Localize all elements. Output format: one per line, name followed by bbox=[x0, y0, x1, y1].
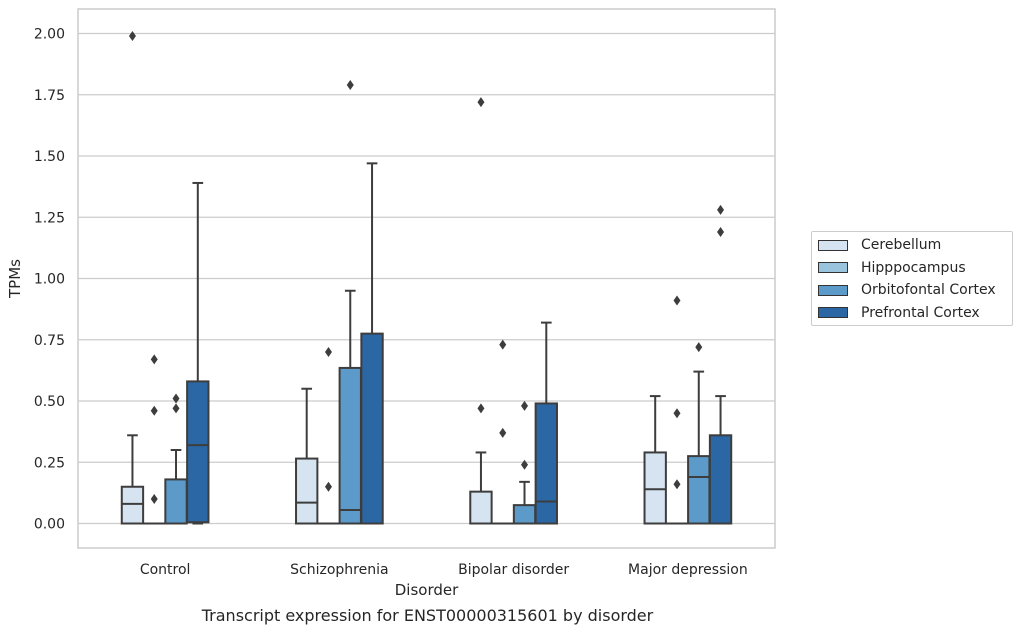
box-iqr bbox=[186, 380, 210, 524]
legend: Cerebellum Hipppocampus Orbitofontal Corte… bbox=[811, 231, 1013, 326]
box-cerebellum-2 bbox=[469, 97, 493, 525]
x-tick-label: Schizophrenia bbox=[290, 562, 388, 578]
box-iqr bbox=[338, 366, 362, 525]
box-iqr bbox=[643, 451, 667, 525]
y-tick-label: 1.25 bbox=[34, 210, 65, 226]
box-cerebellum-3 bbox=[643, 395, 667, 525]
y-tick-label: 0.50 bbox=[34, 394, 65, 410]
box-iqr bbox=[164, 478, 188, 525]
y-tick-label: 0.75 bbox=[34, 333, 65, 349]
box-iqr bbox=[708, 434, 733, 525]
outlier-point bbox=[346, 79, 354, 90]
outlier-point bbox=[324, 347, 332, 357]
x-tick-label: Bipolar disorder bbox=[458, 562, 569, 578]
box-iqr bbox=[469, 490, 493, 525]
outlier-point bbox=[172, 403, 180, 414]
box-hipppocampus-3 bbox=[665, 295, 689, 525]
box-cerebellum-0 bbox=[120, 30, 145, 525]
legend-swatch bbox=[818, 284, 848, 296]
box-iqr bbox=[295, 457, 319, 525]
outlier-point bbox=[717, 226, 725, 237]
box-prefrontal-cortex-0 bbox=[186, 181, 210, 525]
legend-swatch bbox=[818, 307, 848, 318]
legend-swatch bbox=[818, 262, 848, 273]
outlier-point bbox=[521, 400, 529, 411]
outlier-point bbox=[673, 408, 681, 419]
legend-item: Cerebellum bbox=[818, 235, 941, 255]
legend-label: Prefrontal Cortex bbox=[861, 304, 980, 321]
x-axis-label: Disorder bbox=[395, 581, 459, 599]
outlier-point bbox=[673, 479, 681, 490]
legend-item: Orbitofontal Cortex bbox=[818, 280, 996, 300]
legend-label: Hipppocampus bbox=[861, 259, 966, 276]
box-prefrontal-cortex-3 bbox=[708, 204, 733, 525]
x-tick-label: Control bbox=[140, 562, 191, 578]
outlier-point bbox=[324, 481, 332, 492]
legend-label: Cerebellum bbox=[861, 237, 942, 253]
outlier-point bbox=[172, 393, 180, 404]
x-tick-label: Major depression bbox=[628, 562, 748, 578]
outlier-point bbox=[499, 339, 507, 350]
box-hipppocampus-0 bbox=[142, 354, 166, 525]
y-axis-label: TPMs bbox=[6, 259, 24, 299]
outlier-point bbox=[150, 494, 158, 504]
y-tick-label: 1.50 bbox=[34, 149, 65, 165]
outlier-point bbox=[477, 97, 485, 108]
outlier-point bbox=[128, 30, 136, 41]
box-iqr bbox=[687, 455, 711, 525]
y-tick-label: 2.00 bbox=[34, 27, 65, 43]
outlier-point bbox=[150, 354, 158, 365]
box-cerebellum-1 bbox=[295, 387, 319, 525]
outlier-point bbox=[673, 295, 681, 306]
box-hipppocampus-2 bbox=[491, 339, 515, 525]
box-iqr bbox=[120, 485, 145, 525]
legend-item: Prefrontal Cortex bbox=[818, 303, 980, 323]
legend-swatch bbox=[818, 239, 848, 251]
y-tick-label: 1.00 bbox=[34, 272, 65, 288]
legend-label: Orbitofontal Cortex bbox=[861, 282, 996, 298]
y-tick-label: 0.25 bbox=[34, 455, 65, 471]
box-iqr bbox=[534, 402, 558, 525]
figure-caption: Transcript expression for ENST0000031560… bbox=[201, 606, 654, 625]
plot-border bbox=[77, 8, 776, 549]
box-prefrontal-cortex-2 bbox=[534, 321, 558, 525]
legend-item: Hipppocampus bbox=[818, 258, 966, 278]
outlier-point bbox=[477, 403, 485, 414]
box-iqr bbox=[360, 332, 384, 525]
box-prefrontal-cortex-1 bbox=[360, 162, 384, 525]
y-tick-label: 0.00 bbox=[34, 517, 65, 533]
outlier-point bbox=[717, 204, 725, 215]
outlier-point bbox=[521, 459, 529, 470]
outlier-point bbox=[695, 342, 703, 353]
box-iqr bbox=[512, 504, 537, 525]
outlier-point bbox=[150, 405, 158, 416]
outlier-point bbox=[499, 427, 507, 438]
y-tick-label: 1.75 bbox=[34, 88, 65, 104]
